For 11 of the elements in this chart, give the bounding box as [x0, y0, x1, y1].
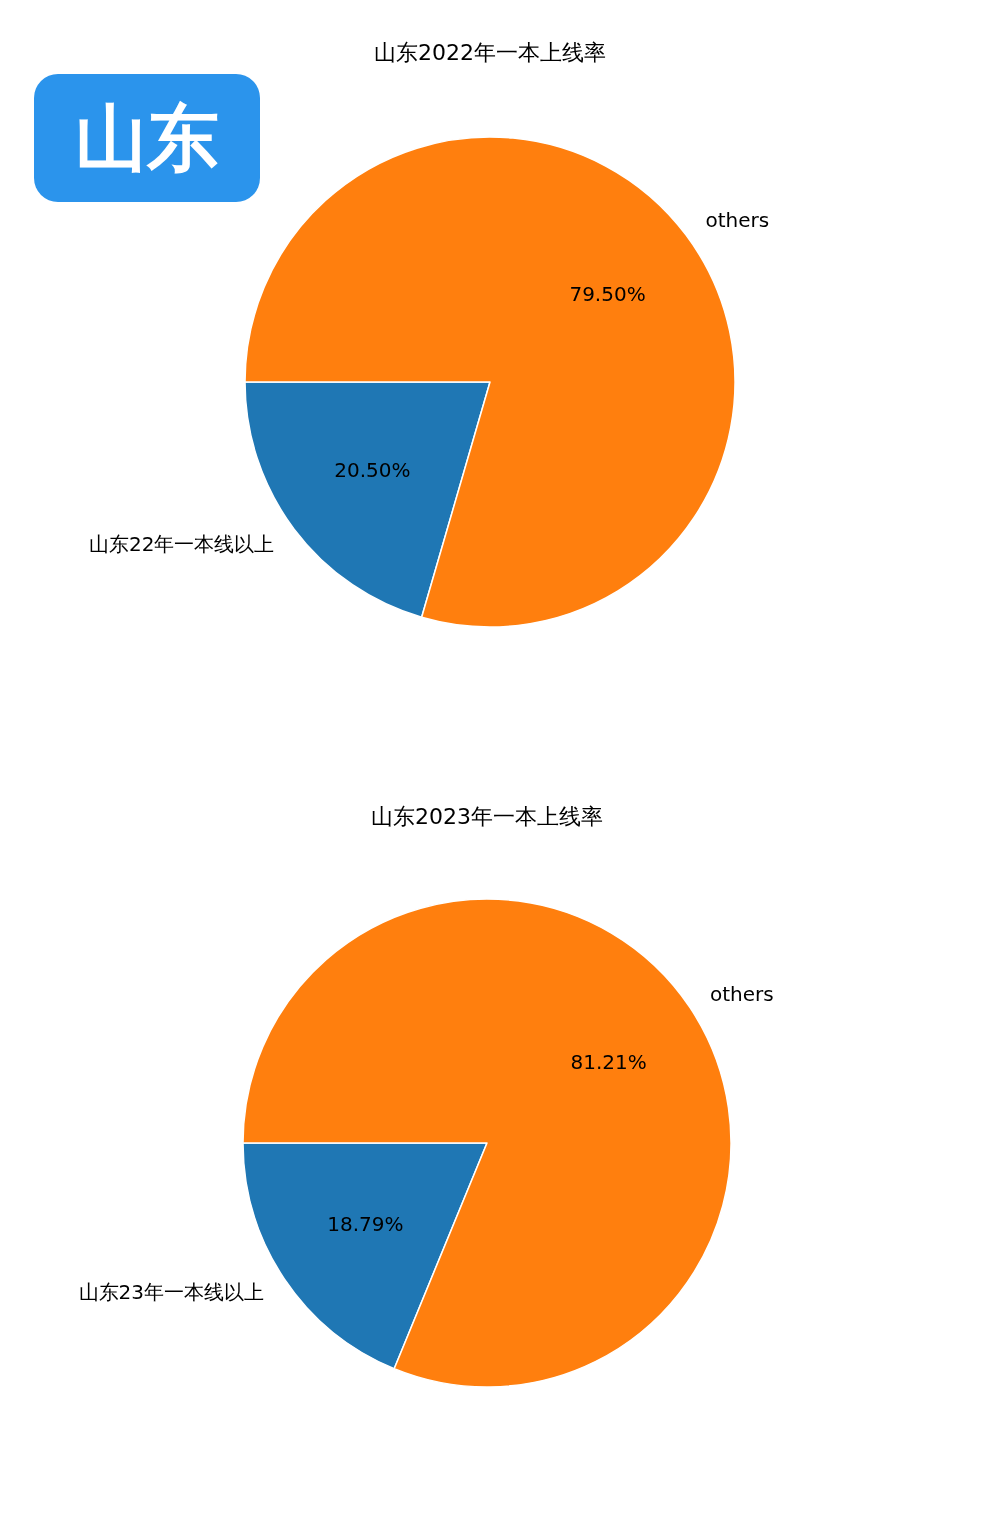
chart-title: 山东2023年一本上线率: [371, 803, 603, 829]
badge: 山东: [34, 74, 260, 202]
slice-label: 山东23年一本线以上: [78, 1280, 265, 1305]
slice-label: 山东22年一本线以上: [89, 531, 275, 556]
slice-label: others: [705, 208, 770, 233]
data-label: 79.50%: [569, 281, 646, 306]
chart-title: 山东2022年一本上线率: [374, 39, 606, 65]
data-label: 81.21%: [570, 1049, 647, 1074]
slice-label: others: [709, 981, 774, 1006]
data-label: 18.79%: [327, 1212, 404, 1237]
data-label: 20.50%: [334, 458, 411, 483]
